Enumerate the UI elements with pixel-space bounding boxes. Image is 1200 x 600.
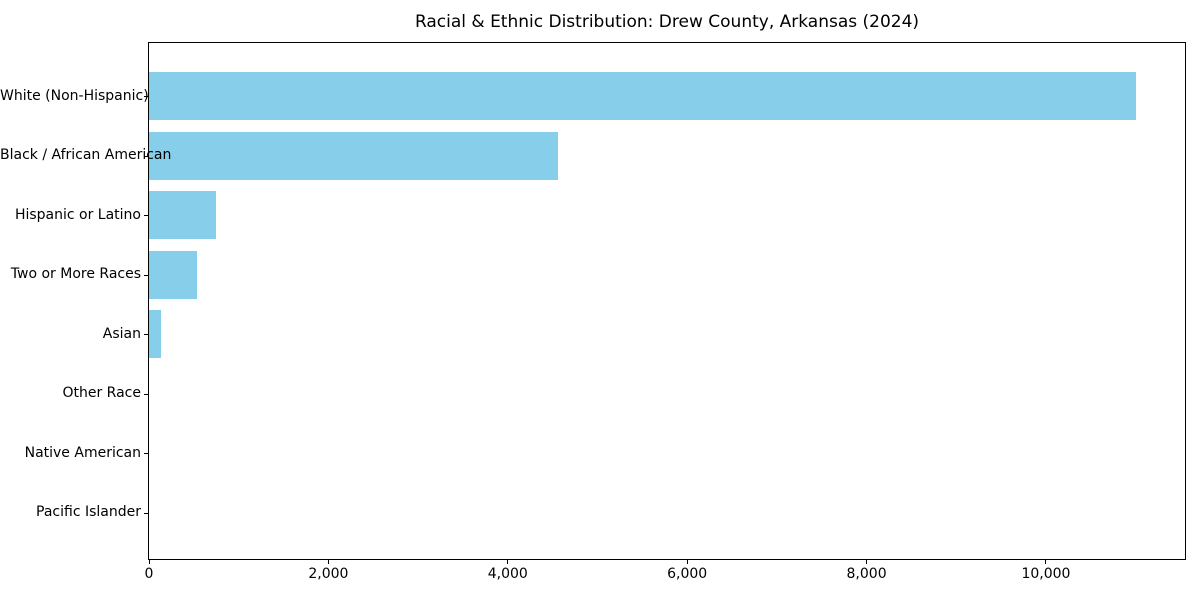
x-axis-tick-label: 4,000 xyxy=(487,566,528,582)
x-axis-tick xyxy=(148,560,150,564)
bar xyxy=(149,72,1136,120)
y-axis-label: Pacific Islander xyxy=(36,504,141,520)
bar xyxy=(149,191,217,239)
x-axis-tick xyxy=(507,560,509,564)
x-axis-tick-label: 0 xyxy=(144,566,154,582)
chart-title: Racial & Ethnic Distribution: Drew Count… xyxy=(414,12,920,32)
y-axis-tick xyxy=(144,215,148,216)
plot-area xyxy=(148,42,1186,560)
y-axis-tick xyxy=(144,513,148,514)
bar xyxy=(149,131,559,180)
y-axis-label: Black / African American xyxy=(0,147,172,163)
y-axis-label: Two or More Races xyxy=(10,266,141,282)
y-axis-label: Asian xyxy=(102,325,141,342)
x-axis-tick xyxy=(686,560,688,564)
bar xyxy=(149,310,162,358)
y-axis-tick xyxy=(144,334,148,335)
y-axis-tick xyxy=(144,453,148,454)
x-axis-tick xyxy=(327,560,329,564)
y-axis-label: Other Race xyxy=(62,385,141,401)
x-axis-tick-label: 8,000 xyxy=(846,566,887,582)
x-axis-tick xyxy=(1045,560,1047,564)
y-axis-tick xyxy=(144,394,148,395)
x-axis-tick-label: 10,000 xyxy=(1021,566,1071,582)
x-axis-tick xyxy=(866,560,868,564)
y-axis-tick xyxy=(144,96,148,97)
x-axis-tick-label: 2,000 xyxy=(308,566,349,582)
x-axis-tick-label: 6,000 xyxy=(667,566,708,582)
bar xyxy=(149,250,198,299)
y-axis-label: White (Non-Hispanic) xyxy=(0,87,149,104)
y-axis-tick xyxy=(144,275,148,276)
y-axis-label: Native American xyxy=(24,444,141,461)
y-axis-label: Hispanic or Latino xyxy=(14,206,141,223)
y-axis-tick xyxy=(144,156,148,157)
